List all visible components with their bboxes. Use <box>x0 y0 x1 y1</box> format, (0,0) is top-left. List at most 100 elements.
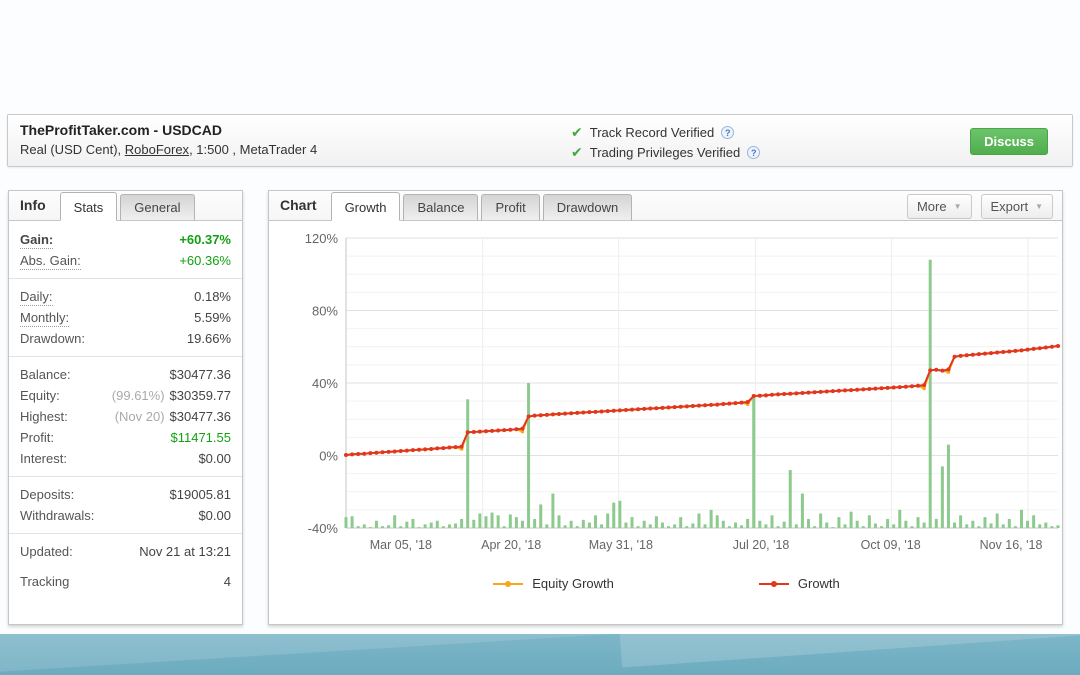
export-button[interactable]: Export ▼ <box>980 194 1053 219</box>
bar <box>575 526 579 528</box>
tab-stats[interactable]: Stats <box>59 192 118 221</box>
bar <box>539 504 543 528</box>
growth-marker <box>934 367 939 372</box>
bar <box>514 517 518 528</box>
stat-value-muted: (99.61%) <box>111 388 165 403</box>
bar <box>630 517 634 528</box>
chart-tab-balance[interactable]: Balance <box>403 194 479 221</box>
growth-marker <box>885 385 890 390</box>
bar <box>563 525 567 528</box>
growth-marker <box>362 451 367 456</box>
y-tick-label: 120% <box>305 231 339 246</box>
legend-marker-dot <box>505 580 512 587</box>
bar <box>660 522 664 528</box>
growth-chart-area: 120% 80% 40% 0% -40% Mar 05, '18 Apr 20, '18 Ma… <box>269 221 1064 625</box>
bar <box>922 522 926 528</box>
bar <box>898 509 902 528</box>
bar <box>508 514 512 528</box>
bar <box>374 520 378 528</box>
bar <box>435 520 439 528</box>
stat-value: +60.37% <box>179 232 231 247</box>
tab-general[interactable]: General <box>120 194 195 221</box>
growth-marker <box>435 446 440 451</box>
growth-marker <box>928 368 933 373</box>
bar <box>1001 524 1005 528</box>
account-header: TheProfitTaker.com - USDCAD Real (USD Ce… <box>7 114 1073 167</box>
growth-marker <box>410 448 415 453</box>
growth-marker <box>514 427 519 432</box>
growth-marker <box>550 412 555 417</box>
bar <box>399 526 403 528</box>
info-panel: Info Stats General Gain: +60.37% Abs. Gain:… <box>8 190 243 625</box>
stat-label: Highest: <box>20 409 68 424</box>
broker-link[interactable]: RoboForex <box>124 142 190 157</box>
growth-marker <box>563 411 568 416</box>
stat-row: Updated: Nov 21 at 13:21 <box>9 541 242 562</box>
verification-list: ✔ Track Record Verified? ✔ Trading Privileg… <box>571 122 761 162</box>
help-icon[interactable]: ? <box>721 125 735 139</box>
bar <box>709 509 713 528</box>
legend-marker <box>758 580 789 587</box>
bar <box>1007 518 1011 528</box>
chart-panel-title: Chart <box>280 197 317 213</box>
growth-marker <box>538 413 543 418</box>
growth-marker <box>769 392 774 397</box>
bar <box>776 526 780 528</box>
account-subtitle-suffix: , 1:500 , MetaTrader 4 <box>189 142 318 157</box>
chart-tab-drawdown[interactable]: Drawdown <box>542 194 633 221</box>
stat-value: $0.00 <box>198 508 231 523</box>
chart-panel-tabs: Growth Balance Profit Drawdown <box>330 190 633 221</box>
growth-marker <box>703 403 708 408</box>
growth-marker <box>654 406 659 411</box>
growth-marker <box>873 386 878 391</box>
stat-value: $11471.55 <box>170 430 232 445</box>
growth-marker <box>763 393 768 398</box>
stat-label: Withdrawals: <box>20 508 95 523</box>
x-tick-label: May 31, '18 <box>589 538 653 552</box>
growth-marker <box>660 405 665 410</box>
growth-marker <box>350 452 355 457</box>
help-icon[interactable]: ? <box>747 145 761 159</box>
growth-marker <box>404 448 409 453</box>
bar <box>387 525 391 528</box>
check-icon: ✔ <box>571 123 583 140</box>
growth-marker <box>374 450 379 455</box>
stat-row: Abs. Gain: +60.36% <box>9 250 242 271</box>
bar <box>667 526 671 528</box>
verification-item: ✔ Trading Privileges Verified? <box>571 142 761 162</box>
growth-marker <box>903 384 908 389</box>
stat-row: Drawdown: 19.66% <box>9 328 242 349</box>
more-button-label: More <box>916 199 947 214</box>
stat-value-muted: (Nov 20) <box>114 409 165 424</box>
growth-marker <box>1043 345 1048 350</box>
growth-marker <box>368 451 373 456</box>
y-tick-label: 40% <box>312 376 338 391</box>
growth-marker <box>891 385 896 390</box>
legend-label: Growth <box>797 576 840 591</box>
growth-marker <box>879 386 884 391</box>
stat-value: 5.59% <box>194 310 231 325</box>
stat-value: $30477.36 <box>169 367 231 382</box>
bar <box>910 526 914 528</box>
growth-marker <box>976 352 981 357</box>
bar <box>995 513 999 528</box>
growth-marker <box>483 429 488 434</box>
bar <box>806 518 810 528</box>
growth-marker <box>581 410 586 415</box>
growth-marker <box>636 407 641 412</box>
growth-marker <box>672 405 677 410</box>
bar <box>618 500 622 528</box>
bar <box>557 515 561 528</box>
bar <box>636 526 640 528</box>
discuss-button[interactable]: Discuss <box>970 128 1048 155</box>
verification-label: Track Record Verified <box>589 124 715 140</box>
growth-marker <box>569 411 574 416</box>
bar <box>788 470 792 528</box>
chart-tab-profit[interactable]: Profit <box>481 194 540 221</box>
info-panel-tabs: Stats General <box>59 190 195 221</box>
chart-tab-growth[interactable]: Growth <box>330 192 401 221</box>
bar <box>740 525 744 528</box>
bar <box>764 524 768 528</box>
growth-marker <box>599 409 604 414</box>
more-button[interactable]: More ▼ <box>906 194 972 219</box>
